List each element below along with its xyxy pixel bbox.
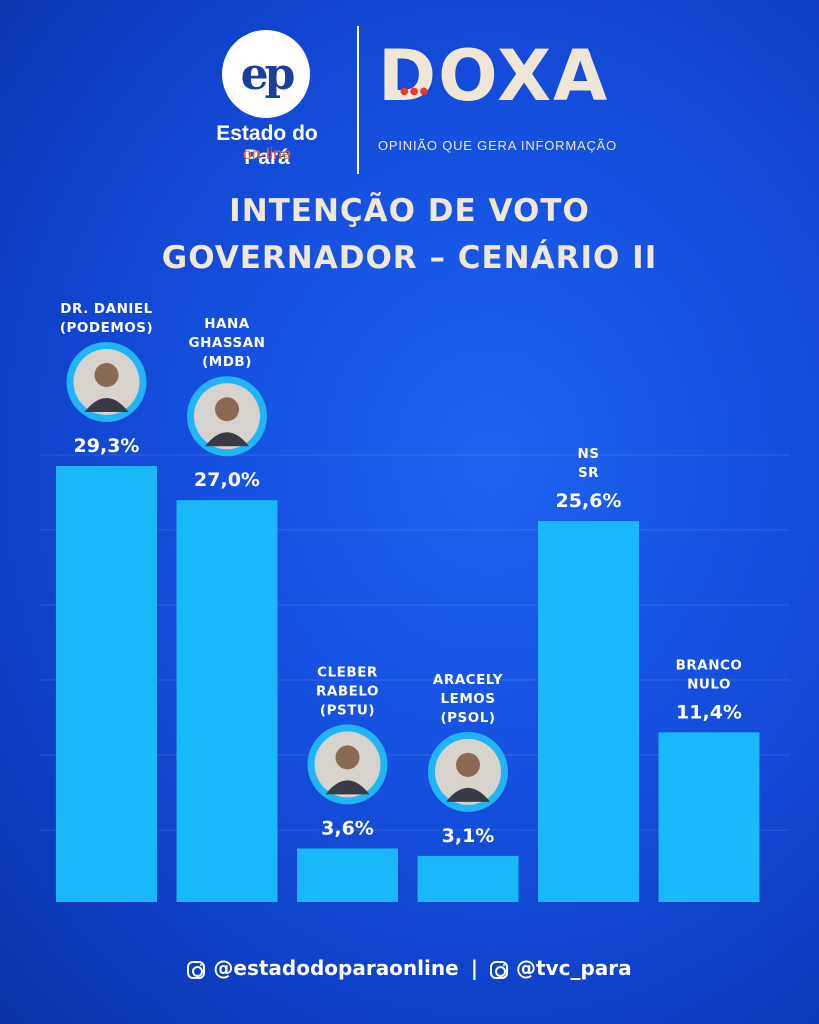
candidate-photo-head bbox=[456, 752, 480, 777]
ep-brand-name: Estado do Pará bbox=[216, 122, 318, 169]
value-label: 3,1% bbox=[442, 825, 495, 847]
bar-2 bbox=[176, 500, 278, 902]
logo-divider bbox=[357, 26, 359, 174]
social-footer: @estadodoparaonline | @tvc_para bbox=[0, 956, 819, 980]
category-label: GHASSAN bbox=[189, 335, 266, 351]
category-label: NS bbox=[577, 446, 599, 462]
bar-6 bbox=[658, 732, 760, 902]
category-label: ARACELY bbox=[433, 672, 503, 688]
chart-title-line1: INTENÇÃO DE VOTO bbox=[229, 193, 590, 229]
category-label: SR bbox=[578, 465, 599, 481]
value-label: 11,4% bbox=[676, 701, 742, 723]
instagram-icon bbox=[187, 961, 206, 979]
value-label: 27,0% bbox=[194, 469, 260, 491]
value-label: 29,3% bbox=[74, 435, 140, 457]
doxa-tagline: OPINIÃO QUE GERA INFORMAÇÃO bbox=[378, 138, 618, 153]
bar-5 bbox=[538, 521, 639, 902]
candidate-photo-body bbox=[446, 787, 490, 802]
social-handle-2[interactable]: @tvc_para bbox=[516, 956, 632, 980]
instagram-icon bbox=[490, 961, 508, 979]
category-label: DR. DANIEL bbox=[60, 301, 152, 317]
candidate-photo-body bbox=[325, 780, 370, 795]
doxa-logo: DOXA bbox=[378, 35, 610, 117]
footer-separator: | bbox=[470, 956, 478, 980]
doxa-dots-icon: ●●● bbox=[400, 86, 430, 97]
ep-brand-sub: on-line bbox=[242, 146, 292, 163]
candidate-photo-head bbox=[94, 363, 119, 387]
category-label: (PSOL) bbox=[440, 710, 495, 726]
estado-do-para-logo: ep bbox=[222, 30, 310, 118]
category-label: LEMOS bbox=[441, 691, 496, 707]
category-label: NULO bbox=[687, 676, 731, 692]
category-label: RABELO bbox=[316, 683, 379, 699]
candidate-photo-head bbox=[335, 745, 360, 770]
bar-1 bbox=[56, 466, 157, 902]
category-label: (PODEMOS) bbox=[60, 320, 153, 336]
candidate-photo-head bbox=[215, 397, 239, 422]
bar-3 bbox=[297, 848, 398, 902]
category-label: (MDB) bbox=[202, 354, 252, 370]
category-label: HANA bbox=[204, 316, 250, 332]
category-label: CLEBER bbox=[317, 664, 378, 680]
bar-4 bbox=[417, 855, 519, 902]
chart-title-line2: GOVERNADOR – CENÁRIO II bbox=[161, 240, 658, 276]
candidate-photo-body bbox=[205, 432, 249, 447]
category-label: BRANCO bbox=[676, 657, 743, 673]
category-label: (PSTU) bbox=[320, 702, 375, 718]
value-label: 3,6% bbox=[321, 817, 374, 839]
value-label: 25,6% bbox=[556, 490, 622, 512]
social-handle-1[interactable]: @estadodoparaonline bbox=[213, 956, 459, 980]
ep-logo-text: ep bbox=[240, 48, 296, 100]
candidate-photo-body bbox=[84, 398, 129, 412]
